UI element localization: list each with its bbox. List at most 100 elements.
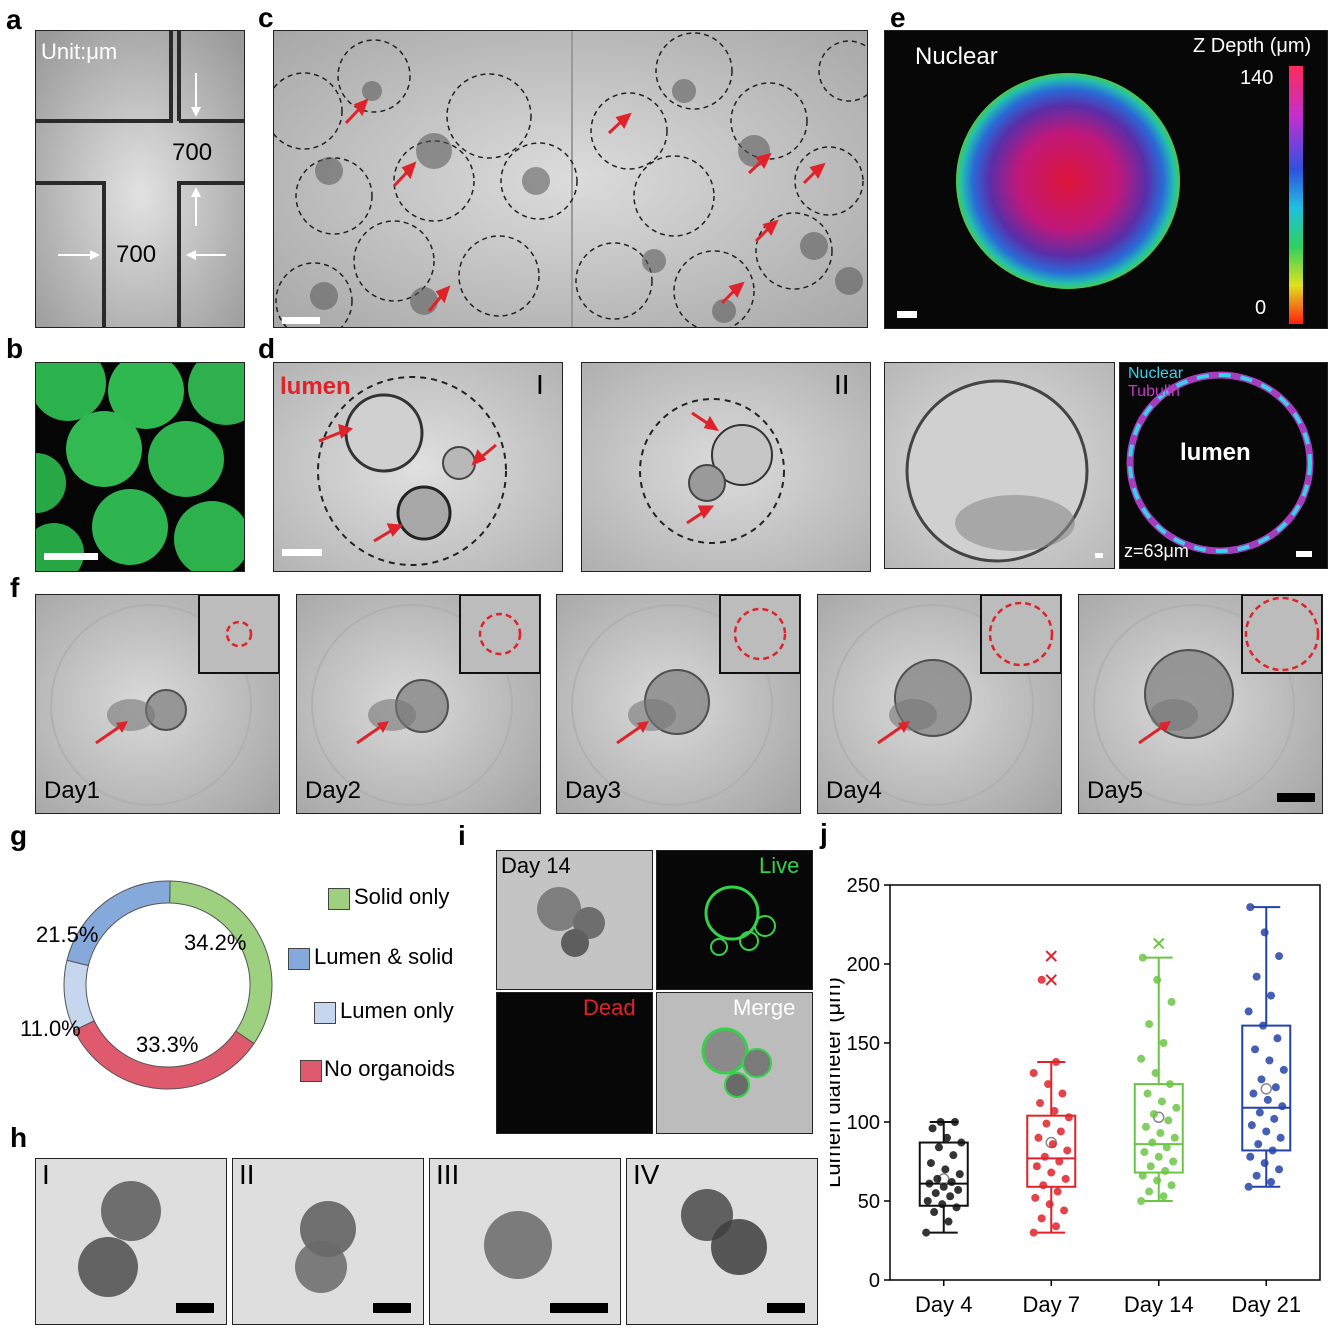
data-point (1031, 1193, 1040, 1202)
data-point (938, 1200, 947, 1209)
data-point (1034, 1133, 1043, 1142)
colorbar-min: 0 (1255, 297, 1267, 319)
data-point (1037, 975, 1046, 984)
data-point (1055, 1157, 1064, 1166)
data-point (1138, 1171, 1147, 1180)
data-point (1036, 1099, 1045, 1108)
roman-label: III (436, 1159, 460, 1190)
morphology-frame-2: II (232, 1158, 424, 1325)
box (1026, 1114, 1077, 1188)
data-point (1032, 1162, 1041, 1171)
data-point (1270, 1114, 1279, 1123)
z-depth-label: z=63μm (1124, 541, 1189, 561)
data-point (1052, 1057, 1061, 1066)
panel-c-image (273, 30, 868, 328)
data-point (1159, 1192, 1168, 1201)
data-point (1061, 1174, 1070, 1183)
data-point (1260, 1159, 1269, 1168)
panel-label-a: a (6, 4, 22, 35)
data-point (1262, 1127, 1271, 1136)
y-tick-label: 50 (858, 1191, 880, 1213)
data-point (928, 1124, 937, 1133)
dimension-label-bottom: 700 (116, 241, 157, 268)
data-point (1137, 1197, 1146, 1205)
y-tick-label: 200 (847, 954, 880, 976)
outlier-marker (1045, 974, 1057, 986)
y-tick-label: 100 (847, 1112, 880, 1134)
data-point (952, 1203, 961, 1212)
data-point (1149, 1110, 1158, 1119)
morphology-frame-1: I (35, 1158, 227, 1325)
data-point (942, 1133, 951, 1142)
data-point (947, 1178, 956, 1187)
data-point (1275, 952, 1284, 961)
data-point (1156, 1129, 1165, 1138)
roman-label: IV (633, 1159, 660, 1190)
panel-label-e: e (890, 2, 906, 33)
y-tick-label: 150 (847, 1033, 880, 1055)
large-lumen-brightfield (885, 363, 1114, 568)
day-frame-drawing (557, 595, 800, 813)
data-point (1141, 1122, 1150, 1131)
y-tick-label: 0 (869, 1270, 880, 1292)
panel-d1-image: lumen I (273, 362, 563, 572)
data-point (1050, 1106, 1059, 1115)
panel-label-h: h (10, 1122, 28, 1153)
day-frame-1: Day1 (35, 594, 280, 814)
data-point (1145, 1020, 1154, 1029)
channel-cross-drawing (36, 31, 244, 327)
brightfield-organoid (497, 851, 652, 989)
panel-b-image (35, 362, 245, 572)
data-point (950, 1118, 959, 1126)
data-point (939, 1182, 948, 1191)
data-point (1039, 1181, 1048, 1190)
data-point (1060, 1206, 1069, 1215)
lumen-organoid-drawing-2 (582, 363, 870, 571)
data-point (944, 1217, 953, 1226)
panel-label-g: g (10, 820, 28, 851)
live-label: Live (759, 853, 800, 878)
data-point (1157, 1097, 1166, 1106)
lumen-label-red: lumen (280, 373, 351, 400)
roman-label: II (239, 1159, 255, 1190)
panel-label-i: i (458, 820, 466, 851)
data-point (1172, 1103, 1181, 1112)
data-point (1029, 1228, 1038, 1237)
roman-label-1: I (536, 369, 544, 400)
donut-slice (169, 880, 273, 1045)
colorbar-title: Z Depth (μm) (1193, 35, 1312, 57)
data-point (1153, 1176, 1162, 1185)
morphology-frame-4: IV (626, 1158, 818, 1325)
data-point (1137, 1054, 1146, 1063)
morphology-drawing (627, 1159, 817, 1324)
day-frame-5: Day5 (1078, 594, 1323, 814)
data-point (1047, 1168, 1056, 1177)
dimension-label-top: 700 (172, 139, 213, 166)
data-point (936, 1118, 945, 1126)
panel-label-f: f (10, 572, 20, 603)
outlier-marker (1153, 937, 1165, 950)
tubulin-stain-label: Tubulin (1128, 383, 1180, 400)
data-point (1249, 1089, 1258, 1098)
x-tick-label: Day 21 (1231, 1292, 1301, 1317)
panel-d3-image (884, 362, 1115, 569)
microgel-culture-field (274, 31, 867, 327)
legend-swatch-solid-only (328, 888, 350, 910)
data-point (1165, 1080, 1174, 1089)
slice-label-lumen-only: 11.0% (20, 1016, 81, 1041)
lumen-label-white: lumen (1180, 439, 1251, 466)
dead-label: Dead (583, 995, 636, 1020)
data-point (1044, 1080, 1053, 1089)
roman-label-2: II (834, 369, 850, 400)
data-point (1263, 1095, 1272, 1104)
day-label: Day5 (1087, 777, 1144, 804)
outlier-marker (1045, 950, 1057, 962)
mean-marker (1260, 1083, 1272, 1095)
x-tick-label: Day 14 (1124, 1292, 1194, 1317)
data-point (1145, 1187, 1154, 1196)
data-point (1259, 1021, 1268, 1030)
panel-label-d: d (258, 333, 276, 364)
day-frame-drawing (818, 595, 1061, 813)
legend-swatch-lumen-solid (288, 948, 310, 970)
data-point (1138, 953, 1147, 962)
